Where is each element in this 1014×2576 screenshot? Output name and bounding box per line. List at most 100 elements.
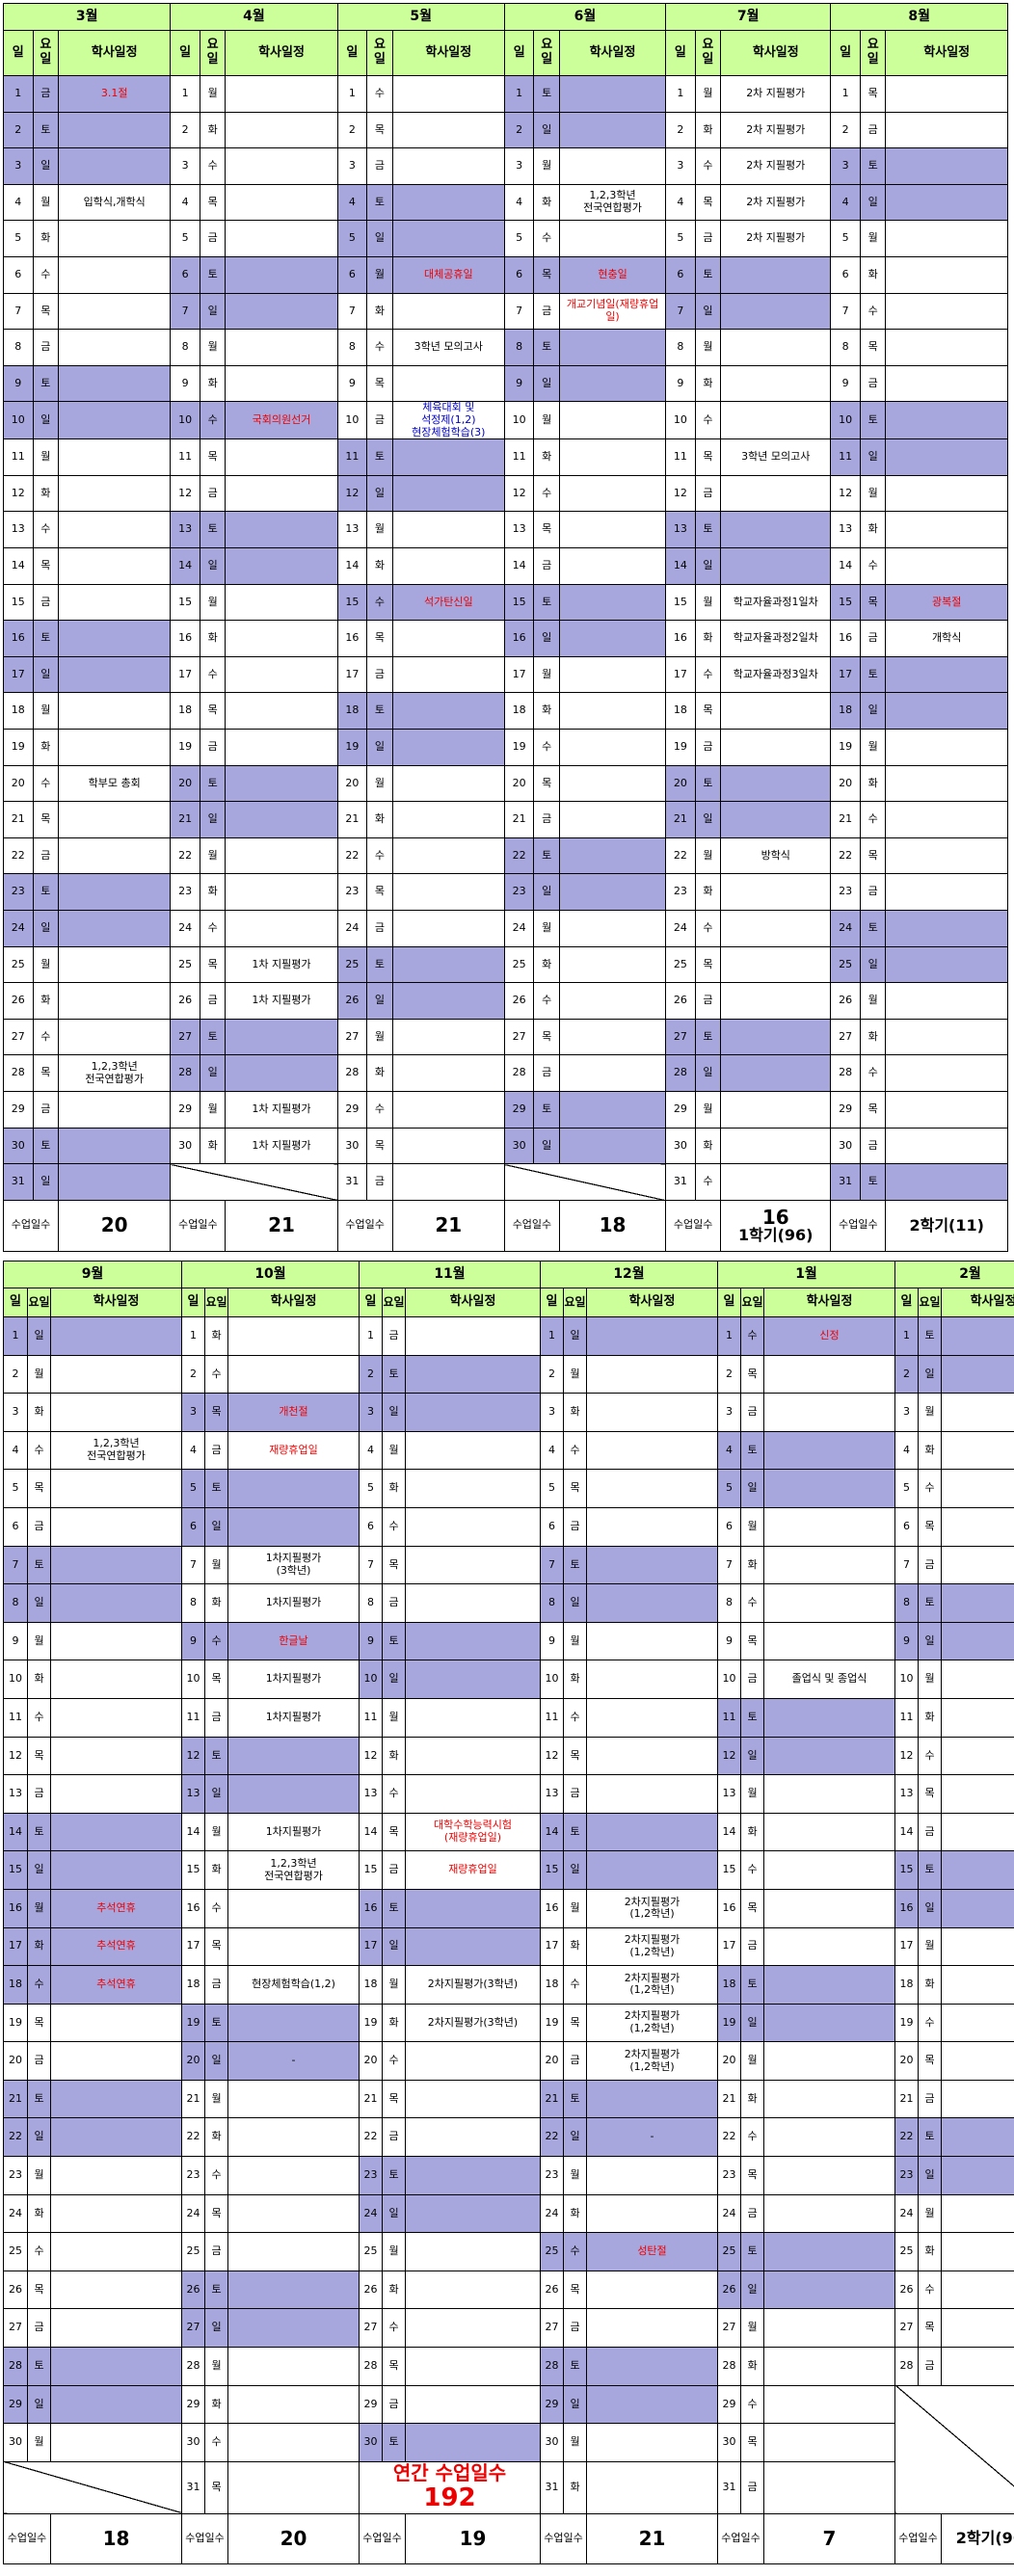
weekday-label: 월 [533, 909, 560, 947]
event-cell [885, 909, 1008, 947]
event-cell [941, 1774, 1014, 1814]
school-days-value: 20 [227, 2512, 360, 2564]
month-title: 9월 [3, 1261, 182, 1288]
weekday-label: 금 [563, 2308, 587, 2349]
date-number: 14 [894, 1812, 919, 1852]
weekday-label: 월 [366, 1018, 393, 1056]
date-number: 24 [540, 2193, 564, 2234]
weekday-label: 화 [859, 511, 887, 549]
date-number: 10 [336, 401, 368, 440]
date-number: 3 [181, 1393, 205, 1432]
event-cell [405, 2117, 541, 2158]
weekday-label: 화 [366, 1054, 393, 1092]
event-cell [227, 2270, 360, 2310]
date-number: 27 [336, 1018, 368, 1056]
date-number: 12 [665, 474, 696, 513]
date-number: 5 [359, 1469, 383, 1508]
weekday-header-line2: 일 [867, 52, 879, 66]
event-cell [58, 583, 172, 622]
event-cell: 성탄절 [586, 2232, 718, 2271]
date-number: 12 [3, 474, 34, 513]
weekday-label: 토 [740, 2232, 764, 2271]
month-title: 12월 [540, 1261, 718, 1288]
date-number: 18 [359, 1965, 383, 2005]
event-cell [558, 1090, 667, 1129]
day-row: 21 토 21 월 21 목 21 토 21 화 21 금 [3, 2079, 1014, 2119]
date-number: 30 [3, 1127, 34, 1165]
weekday-label: 수 [32, 511, 60, 549]
event-cell [391, 764, 505, 803]
weekday-label: 토 [32, 111, 60, 149]
event-cell [941, 1469, 1014, 1508]
event-cell [58, 511, 172, 549]
weekday-label: 화 [199, 1127, 227, 1165]
event-cell [405, 1888, 541, 1928]
event-cell [586, 1850, 718, 1890]
weekday-label: 일 [533, 364, 560, 403]
weekday-column-header: 요일 [382, 1288, 406, 1317]
event-cell [558, 909, 667, 947]
date-number: 6 [894, 1506, 919, 1547]
weekday-label: 일 [32, 1163, 60, 1201]
weekday-label: 화 [199, 873, 227, 911]
school-days-value: 21 [391, 1199, 505, 1252]
date-number: 9 [830, 364, 861, 403]
school-days-value: 16 1학기(96) [720, 1199, 832, 1252]
event-cell: 1차지필평가 [227, 1812, 360, 1852]
weekday-label: 목 [27, 1736, 51, 1776]
weekday-label: 수 [204, 2423, 228, 2462]
weekday-label: 목 [694, 183, 722, 222]
weekday-label: 토 [32, 873, 60, 911]
date-number: 9 [181, 1621, 205, 1661]
event-cell [720, 909, 832, 947]
weekday-label: 토 [918, 1850, 942, 1890]
event-cell [58, 873, 172, 911]
date-number: 8 [830, 329, 861, 366]
weekday-label: 화 [204, 2384, 228, 2425]
weekday-label: 목 [740, 1354, 764, 1394]
date-number: 14 [359, 1812, 383, 1852]
date-number: 28 [540, 2347, 564, 2386]
date-number: 3 [3, 1393, 28, 1432]
event-cell [391, 801, 505, 838]
date-number: 11 [170, 438, 200, 476]
weekday-label: 금 [366, 1163, 393, 1201]
date-number: 4 [540, 1430, 564, 1471]
date-number: 23 [665, 873, 696, 911]
event-cell [225, 147, 338, 185]
date-number: 19 [894, 2003, 919, 2043]
event-cell: 졸업식 및 종업식 [763, 1660, 895, 1699]
weekday-label: 화 [204, 1850, 228, 1890]
weekday-label: 목 [694, 438, 722, 476]
date-number: 31 [181, 2460, 205, 2514]
weekday-label: 수 [199, 655, 227, 694]
month-title: 3월 [2, 3, 172, 31]
event-cell [558, 801, 667, 838]
event-cell [558, 1127, 667, 1165]
date-number: 9 [336, 364, 368, 403]
weekday-label: 토 [563, 1545, 587, 1585]
weekday-label: 토 [199, 1018, 227, 1056]
date-number: 13 [336, 511, 368, 549]
date-number: 13 [3, 511, 34, 549]
date-number: 17 [665, 655, 696, 694]
event-cell [225, 111, 338, 149]
weekday-label: 토 [563, 2347, 587, 2386]
weekday-label: 월 [27, 1354, 51, 1394]
weekday-label: 일 [382, 1660, 406, 1699]
weekday-label: 화 [533, 183, 560, 222]
date-number: 7 [830, 292, 861, 331]
event-cell: 학교자율과정1일차 [720, 583, 832, 622]
date-number: 10 [3, 1660, 28, 1699]
weekday-label: 목 [27, 2270, 51, 2310]
day-row: 9 월 9 수 한글날 9 토 9 월 9 목 9 일 [3, 1621, 1014, 1661]
weekday-label: 일 [32, 655, 60, 694]
weekday-label: 월 [27, 1621, 51, 1661]
weekday-label: 수 [199, 147, 227, 185]
event-cell [586, 1469, 718, 1508]
event-cell [50, 1469, 182, 1508]
weekday-label: 월 [32, 945, 60, 984]
